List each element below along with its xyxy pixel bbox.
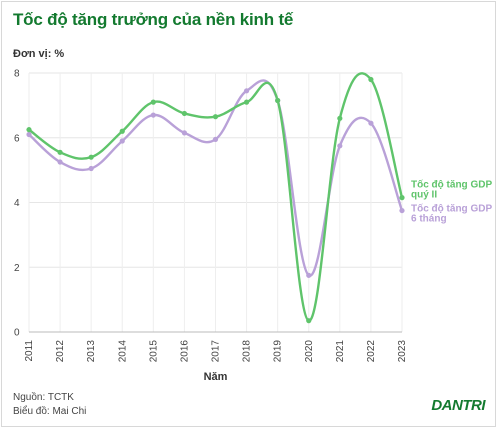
- x-tick-label-2020: 2020: [304, 340, 315, 363]
- data-point-1-2022: [368, 120, 374, 126]
- data-point-0-2014: [119, 128, 125, 134]
- data-point-1-2021: [337, 143, 343, 149]
- data-point-1-2020: [306, 272, 312, 278]
- series-label-line-0-1: quý II: [411, 190, 437, 201]
- data-point-1-2023: [399, 207, 405, 214]
- data-point-0-2017: [212, 114, 219, 120]
- y-tick-label-6: 6: [14, 133, 20, 144]
- data-point-0-2018: [243, 99, 250, 105]
- series-label-line-1-0: Tốc độ tăng GDP: [411, 203, 492, 215]
- x-tick-label-2018: 2018: [242, 340, 253, 363]
- series-points: [26, 76, 405, 324]
- author-text: Biểu đồ: Mai Chi: [13, 406, 87, 417]
- x-tick-label-2022: 2022: [366, 340, 377, 363]
- data-point-0-2011: [26, 127, 32, 133]
- data-point-1-2017: [212, 136, 219, 142]
- series-label-line-1-1: 6 tháng: [411, 214, 447, 225]
- data-point-1-2011: [26, 131, 32, 138]
- source-text: Nguồn: TCTK: [13, 392, 74, 403]
- y-tick-label-8: 8: [14, 69, 20, 80]
- x-tick-label-2023: 2023: [397, 340, 408, 363]
- unit-label: Đơn vị: %: [13, 48, 65, 60]
- data-point-0-2015: [150, 99, 156, 105]
- footer: Nguồn: TCTK Biểu đồ: Mai Chi: [13, 391, 86, 419]
- data-point-0-2023: [399, 195, 405, 201]
- x-axis-ticks: 2011 2012 2013 2014 2015 2016 2017 2018 2019 2020…: [24, 340, 408, 363]
- data-point-1-2014: [119, 138, 125, 144]
- data-point-0-2021: [337, 115, 343, 121]
- data-point-0-2020: [306, 318, 312, 324]
- x-tick-label-2017: 2017: [211, 340, 222, 363]
- y-axis-ticks: 0 2 4 6 8: [14, 69, 20, 339]
- x-tick-label-2019: 2019: [273, 340, 284, 363]
- data-point-0-2016: [181, 110, 188, 117]
- data-point-0-2012: [57, 149, 63, 155]
- data-point-0-2019: [275, 97, 281, 104]
- x-tick-label-2016: 2016: [179, 340, 190, 363]
- x-tick-label-2011: 2011: [24, 340, 35, 362]
- x-tick-label-2014: 2014: [117, 340, 128, 363]
- data-point-1-2016: [181, 130, 188, 136]
- x-tick-label-2021: 2021: [335, 340, 346, 363]
- data-point-1-2018: [243, 88, 250, 94]
- x-tick-label-2013: 2013: [86, 340, 97, 363]
- y-tick-label-2: 2: [14, 263, 20, 274]
- x-axis-title: Năm: [204, 371, 228, 383]
- series-label-0: Tốc độ tăng GDP quý II: [411, 179, 492, 201]
- x-tick-label-2012: 2012: [55, 340, 66, 363]
- grid-lines: [28, 72, 403, 333]
- data-point-0-2013: [88, 154, 94, 160]
- data-point-0-2022: [368, 76, 374, 83]
- series-label-line-0-0: Tốc độ tăng GDP: [411, 179, 492, 191]
- data-point-1-2013: [88, 165, 94, 172]
- chart-title: Tốc độ tăng trưởng của nền kinh tế: [13, 10, 294, 29]
- dantri-logo: DANTRI: [431, 397, 485, 414]
- data-point-1-2015: [150, 112, 156, 118]
- data-point-1-2012: [57, 159, 63, 165]
- series-label-1: Tốc độ tăng GDP 6 tháng: [411, 203, 492, 225]
- y-tick-label-0: 0: [14, 328, 20, 339]
- y-tick-label-4: 4: [14, 198, 20, 209]
- x-tick-label-2015: 2015: [148, 340, 159, 363]
